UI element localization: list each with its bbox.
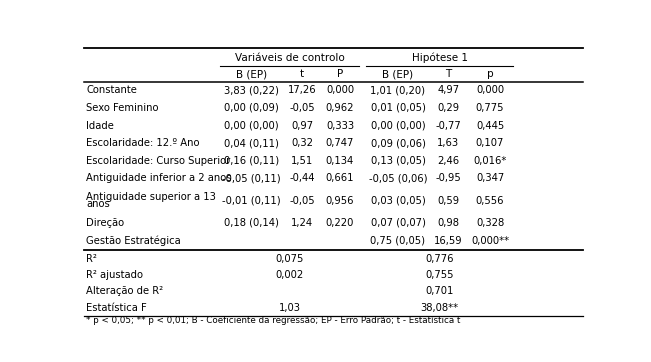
Text: 0,13 (0,05): 0,13 (0,05) [370,156,425,166]
Text: 0,000: 0,000 [476,85,504,96]
Text: 0,956: 0,956 [326,195,354,206]
Text: -0,01 (0,11): -0,01 (0,11) [223,195,281,206]
Text: 0,01 (0,05): 0,01 (0,05) [370,103,425,113]
Text: -0,05 (0,06): -0,05 (0,06) [368,173,427,183]
Text: 0,04 (0,11): 0,04 (0,11) [224,138,279,148]
Text: 1,24: 1,24 [291,218,313,228]
Text: 0,661: 0,661 [326,173,354,183]
Text: 0,747: 0,747 [326,138,354,148]
Text: 0,134: 0,134 [326,156,354,166]
Text: 0,016*: 0,016* [473,156,506,166]
Text: -0,05: -0,05 [289,195,315,206]
Text: 0,701: 0,701 [425,286,454,296]
Text: 0,16 (0,11): 0,16 (0,11) [224,156,279,166]
Text: P: P [337,70,343,79]
Text: T: T [445,70,452,79]
Text: 0,98: 0,98 [437,218,460,228]
Text: 0,333: 0,333 [326,121,354,131]
Text: Sexo Feminino: Sexo Feminino [87,103,159,113]
Text: 0,32: 0,32 [291,138,313,148]
Text: 0,00 (0,00): 0,00 (0,00) [225,121,279,131]
Text: t: t [300,70,304,79]
Text: 2,46: 2,46 [437,156,460,166]
Text: Hipótese 1: Hipótese 1 [411,52,467,63]
Text: R²: R² [87,254,97,264]
Text: Escolaridade: 12.º Ano: Escolaridade: 12.º Ano [87,138,200,148]
Text: -0,44: -0,44 [289,173,315,183]
Text: 0,75 (0,05): 0,75 (0,05) [370,236,426,245]
Text: Variáveis de controlo: Variáveis de controlo [234,52,344,63]
Text: 0,775: 0,775 [476,103,505,113]
Text: 0,776: 0,776 [425,254,454,264]
Text: 0,07 (0,07): 0,07 (0,07) [370,218,425,228]
Text: Antiguidade superior a 13: Antiguidade superior a 13 [87,192,216,202]
Text: 0,755: 0,755 [425,270,454,280]
Text: 0,556: 0,556 [476,195,505,206]
Text: 0,107: 0,107 [476,138,505,148]
Text: p: p [487,70,493,79]
Text: -0,95: -0,95 [436,173,462,183]
Text: 1,63: 1,63 [437,138,460,148]
Text: Idade: Idade [87,121,115,131]
Text: Alteração de R²: Alteração de R² [87,286,163,296]
Text: 0,00 (0,09): 0,00 (0,09) [225,103,279,113]
Text: anos: anos [87,199,110,210]
Text: 3,83 (0,22): 3,83 (0,22) [224,85,279,96]
Text: 0,000**: 0,000** [471,236,509,245]
Text: 0,00 (0,00): 0,00 (0,00) [370,121,425,131]
Text: 0,962: 0,962 [326,103,354,113]
Text: Direção: Direção [87,218,124,228]
Text: 38,08**: 38,08** [421,303,459,313]
Text: 16,59: 16,59 [434,236,463,245]
Text: 0,59: 0,59 [437,195,460,206]
Text: 1,51: 1,51 [291,156,313,166]
Text: Escolaridade: Curso Superior: Escolaridade: Curso Superior [87,156,230,166]
Text: 0,03 (0,05): 0,03 (0,05) [370,195,425,206]
Text: 0,18 (0,14): 0,18 (0,14) [224,218,279,228]
Text: * p < 0,05; ** p < 0,01; B - Coeficiente da regressão; EP - Erro Padrão; t - Est: * p < 0,05; ** p < 0,01; B - Coeficiente… [87,316,461,325]
Text: 0,002: 0,002 [275,270,303,280]
Text: B (EP): B (EP) [236,70,267,79]
Text: Gestão Estratégica: Gestão Estratégica [87,235,181,246]
Text: 0,445: 0,445 [476,121,504,131]
Text: Estatística F: Estatística F [87,303,147,313]
Text: 0,29: 0,29 [437,103,460,113]
Text: 0,000: 0,000 [326,85,354,96]
Text: 1,01 (0,20): 1,01 (0,20) [370,85,426,96]
Text: Antiguidade inferior a 2 anos: Antiguidade inferior a 2 anos [87,173,232,183]
Text: -0,05: -0,05 [289,103,315,113]
Text: Constante: Constante [87,85,137,96]
Text: -0,77: -0,77 [436,121,462,131]
Text: B (EP): B (EP) [382,70,413,79]
Text: 0,347: 0,347 [476,173,504,183]
Text: 0,328: 0,328 [476,218,504,228]
Text: 0,075: 0,075 [275,254,303,264]
Text: 4,97: 4,97 [437,85,460,96]
Text: 0,09 (0,06): 0,09 (0,06) [370,138,425,148]
Text: 17,26: 17,26 [288,85,316,96]
Text: 1,03: 1,03 [279,303,301,313]
Text: R² ajustado: R² ajustado [87,270,143,280]
Text: 0,220: 0,220 [326,218,354,228]
Text: 0,97: 0,97 [291,121,313,131]
Text: -0,05 (0,11): -0,05 (0,11) [223,173,281,183]
